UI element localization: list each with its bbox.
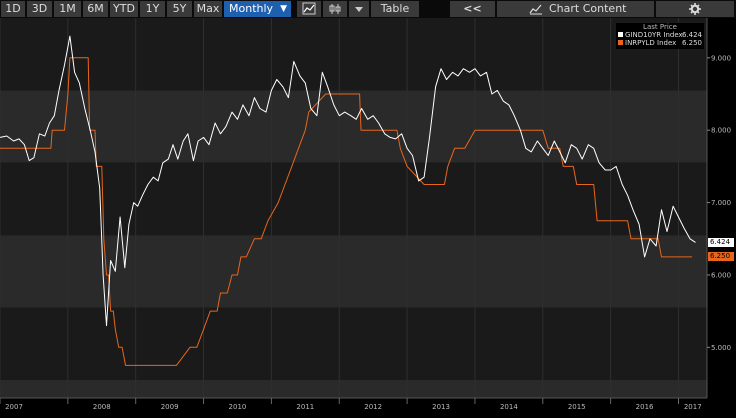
x-tick-label: 2011 <box>296 403 314 411</box>
legend-item-name: GIND10YR Index <box>625 31 683 39</box>
chart-content-button[interactable]: Chart Content <box>497 1 654 17</box>
dropdown-arrow-icon[interactable] <box>349 1 369 17</box>
chevron-down-icon: ▼ <box>280 4 287 14</box>
period-5y-button[interactable]: 5Y <box>167 1 192 17</box>
background-band <box>0 162 707 236</box>
collapse-button[interactable]: << <box>450 1 495 17</box>
x-tick-label: 2012 <box>364 403 382 411</box>
last-price-tag-gind: 6.424 <box>708 237 734 247</box>
chart-area[interactable]: 9.000 8.000 7.000 6.000 5.000 2007 2008 2009 20… <box>0 18 736 414</box>
gear-icon[interactable] <box>656 1 734 17</box>
period-1m-button[interactable]: 1M <box>54 1 81 17</box>
x-tick-label: 2013 <box>432 403 450 411</box>
background-band <box>0 379 707 398</box>
period-max-button[interactable]: Max <box>194 1 222 17</box>
x-tick-label: 2010 <box>229 403 247 411</box>
legend-swatch-orange <box>618 40 623 45</box>
frequency-label: Monthly <box>229 2 274 15</box>
period-1y-button[interactable]: 1Y <box>140 1 165 17</box>
background-band <box>0 90 707 163</box>
chart-legend: Last Price GIND10YR Index 6.424 INRPYLD … <box>616 23 704 49</box>
last-price-tag-inr: 6.250 <box>708 252 734 262</box>
line-chart-icon[interactable] <box>297 1 321 17</box>
table-button[interactable]: Table <box>371 1 419 17</box>
line-chart[interactable]: 9.000 8.000 7.000 6.000 5.000 2007 2008 2009 20… <box>0 18 736 414</box>
x-tick-label: 2009 <box>161 403 179 411</box>
gind10yr-series-line <box>0 35 696 327</box>
x-tick-label: 2014 <box>500 403 518 411</box>
legend-item-inr[interactable]: INRPYLD Index 6.250 <box>616 39 704 47</box>
background-band <box>0 18 707 91</box>
x-tick-label: 2015 <box>568 403 586 411</box>
frequency-select[interactable]: Monthly ▼ <box>224 1 291 17</box>
y-tick-label: 6.000 <box>711 271 731 279</box>
legend-swatch-white <box>618 32 623 37</box>
y-tick-label: 7.000 <box>711 199 731 207</box>
period-1d-button[interactable]: 1D <box>1 1 25 17</box>
legend-item-name: INRPYLD Index <box>625 39 677 47</box>
candlestick-icon[interactable] <box>323 1 347 17</box>
x-tick-label: 2007 <box>5 403 23 411</box>
x-tick-label: 2016 <box>636 403 654 411</box>
y-tick-label: 8.000 <box>711 127 731 135</box>
y-tick-label: 5.000 <box>711 344 731 352</box>
legend-item-gind[interactable]: GIND10YR Index 6.424 <box>616 31 704 39</box>
period-6m-button[interactable]: 6M <box>83 1 108 17</box>
legend-item-value: 6.424 <box>681 31 702 39</box>
chart-toolbar: 1D 3D 1M 6M YTD 1Y 5Y Max Monthly ▼ Tabl… <box>0 0 736 18</box>
legend-item-value: 6.250 <box>681 39 702 47</box>
x-tick-label: 2017 <box>684 403 702 411</box>
x-tick-label: 2008 <box>93 403 111 411</box>
inrpyld-series-line <box>0 57 693 366</box>
period-3d-button[interactable]: 3D <box>27 1 52 17</box>
chart-content-icon <box>529 3 543 15</box>
legend-header: Last Price <box>643 23 677 31</box>
chart-content-label: Chart Content <box>549 2 627 15</box>
y-tick-label: 9.000 <box>711 54 731 62</box>
period-ytd-button[interactable]: YTD <box>110 1 138 17</box>
